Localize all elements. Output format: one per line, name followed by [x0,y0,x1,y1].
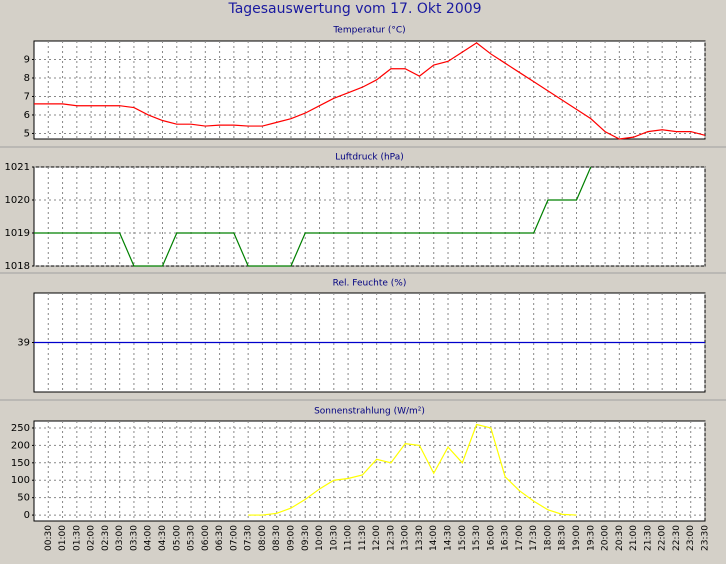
x-tick-label: 01:00 [58,525,68,551]
y-tick-label: 150 [11,458,30,469]
plot-area [33,166,706,267]
y-tick-label: 9 [24,54,30,65]
x-tick-label: 04:00 [144,525,154,551]
x-tick-label: 04:30 [158,525,168,551]
x-tick-label: 19:30 [586,525,596,551]
x-tick-label: 13:30 [415,525,425,551]
x-tick-label: 08:30 [272,525,282,551]
x-tick-label: 15:30 [472,525,482,551]
y-tick-label: 1018 [5,261,30,272]
x-tick-label: 05:30 [187,525,197,551]
y-tick-label: 100 [11,475,30,486]
x-tick-label: 10:00 [315,525,325,551]
x-tick-label: 05:00 [172,525,182,551]
x-tick-label: 16:00 [486,525,496,551]
x-tick-label: 20:30 [615,525,625,551]
x-tick-label: 10:30 [329,525,339,551]
x-tick-label: 07:00 [229,525,239,551]
x-tick-label: 15:00 [458,525,468,551]
data-line [34,166,592,267]
y-tick-label: 1021 [5,162,30,173]
x-tick-label: 22:30 [672,525,682,551]
x-tick-label: 06:30 [215,525,225,551]
x-tick-label: 18:30 [558,525,568,551]
y-tick-label: 50 [17,493,30,504]
y-tick-label: 7 [24,91,30,102]
x-tick-label: 12:00 [372,525,382,551]
x-tick-label: 14:30 [444,525,454,551]
x-tick-label: 00:30 [44,525,54,551]
x-tick-label: 18:00 [543,525,553,551]
x-tick-label: 19:00 [572,525,582,551]
x-tick-label: 21:00 [629,525,639,551]
plot-area [33,420,706,522]
x-tick-label: 03:30 [129,525,139,551]
x-tick-label: 20:00 [601,525,611,551]
x-tick-label: 12:30 [386,525,396,551]
x-tick-label: 09:00 [286,525,296,551]
x-tick-label: 17:30 [529,525,539,551]
x-tick-label: 08:00 [258,525,268,551]
x-tick-label: 07:30 [244,525,254,551]
y-tick-label: 8 [24,73,30,84]
y-tick-label: 39 [17,338,30,349]
x-tick-label: 09:30 [301,525,311,551]
x-tick-label: 01:30 [72,525,82,551]
x-tick-label: 23:00 [686,525,696,551]
x-tick-label: 23:30 [701,525,711,551]
x-tick-label: 02:00 [87,525,97,551]
panel-title: Sonnenstrahlung (W/m²) [314,407,425,417]
y-tick-label: 1019 [5,228,30,239]
y-tick-label: 6 [24,110,30,121]
x-tick-label: 03:00 [115,525,125,551]
y-tick-label: 1020 [5,195,30,206]
x-tick-label: 17:00 [515,525,525,551]
x-tick-label: 11:30 [358,525,368,551]
y-tick-label: 200 [11,440,30,451]
x-tick-label: 14:00 [429,525,439,551]
data-line [248,423,577,516]
x-tick-label: 16:30 [501,525,511,551]
y-tick-label: 5 [24,128,30,139]
x-tick-label: 21:30 [643,525,653,551]
y-tick-label: 0 [24,510,30,521]
x-tick-label: 11:00 [344,525,354,551]
x-tick-label: 06:00 [201,525,211,551]
panel-title: Luftdruck (hPa) [335,153,404,163]
data-line [34,42,706,140]
x-tick-label: 22:00 [658,525,668,551]
panel-title: Rel. Feuchte (%) [333,279,407,289]
x-tick-label: 13:00 [401,525,411,551]
main-title: Tagesauswertung vom 17. Okt 2009 [227,1,481,17]
y-tick-label: 250 [11,423,30,434]
panel-title: Temperatur (°C) [332,26,405,36]
x-tick-label: 02:30 [101,525,111,551]
plot-area [33,40,706,140]
